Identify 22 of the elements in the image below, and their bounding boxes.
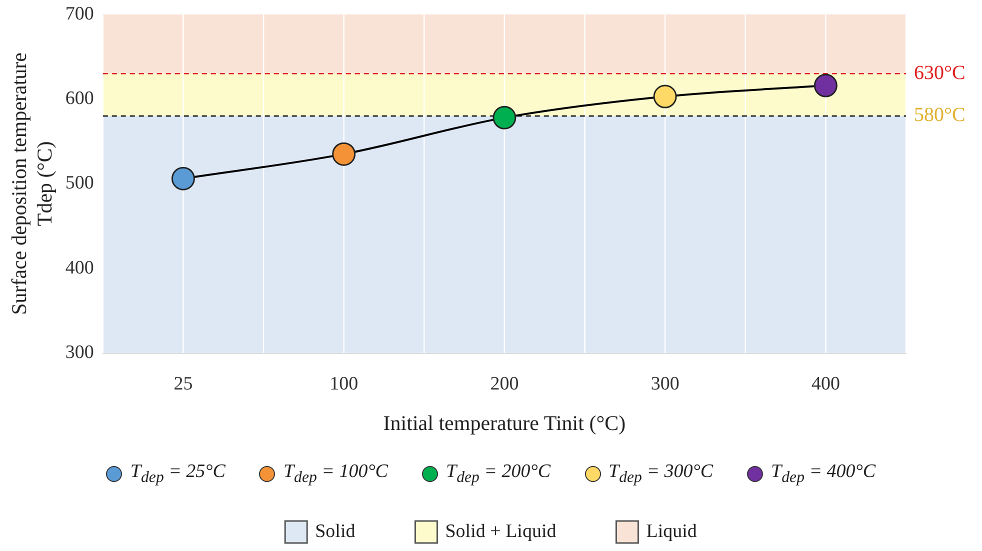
legend-label: T$_{dep}$ = 300°C xyxy=(608,461,714,486)
legend-label: Solid xyxy=(315,520,356,542)
legend-label: T$_{dep}$ = 100°C xyxy=(283,461,388,486)
y-tick-label: 700 xyxy=(65,3,94,24)
y-tick-label: 400 xyxy=(65,257,94,278)
x-axis-title: Initial temperature Tinit (°C) xyxy=(383,410,626,435)
legend-label: Solid + Liquid xyxy=(445,520,557,542)
x-tick-label: 400 xyxy=(811,373,840,394)
ref-line-label: 580°C xyxy=(914,104,966,126)
ref-line-label: 630°C xyxy=(914,62,966,84)
y-tick-label: 500 xyxy=(65,172,94,194)
y-tick-label: 600 xyxy=(65,88,94,110)
legend-label: T$_{dep}$ = 400°C xyxy=(771,461,876,486)
y-axis-title: Surface deposition temperature Tdep (°C) xyxy=(7,52,56,315)
legend-label: T$_{dep}$ = 25°C xyxy=(130,461,226,486)
y-tick-label: 300 xyxy=(65,342,94,363)
x-tick-label: 300 xyxy=(650,373,680,394)
x-tick-label: 100 xyxy=(330,373,358,394)
legend-label: T$_{dep}$ = 200°C xyxy=(446,461,551,486)
x-tick-label: 200 xyxy=(490,373,519,394)
x-tick-label: 25 xyxy=(174,373,193,394)
legend-label: Liquid xyxy=(646,520,698,542)
